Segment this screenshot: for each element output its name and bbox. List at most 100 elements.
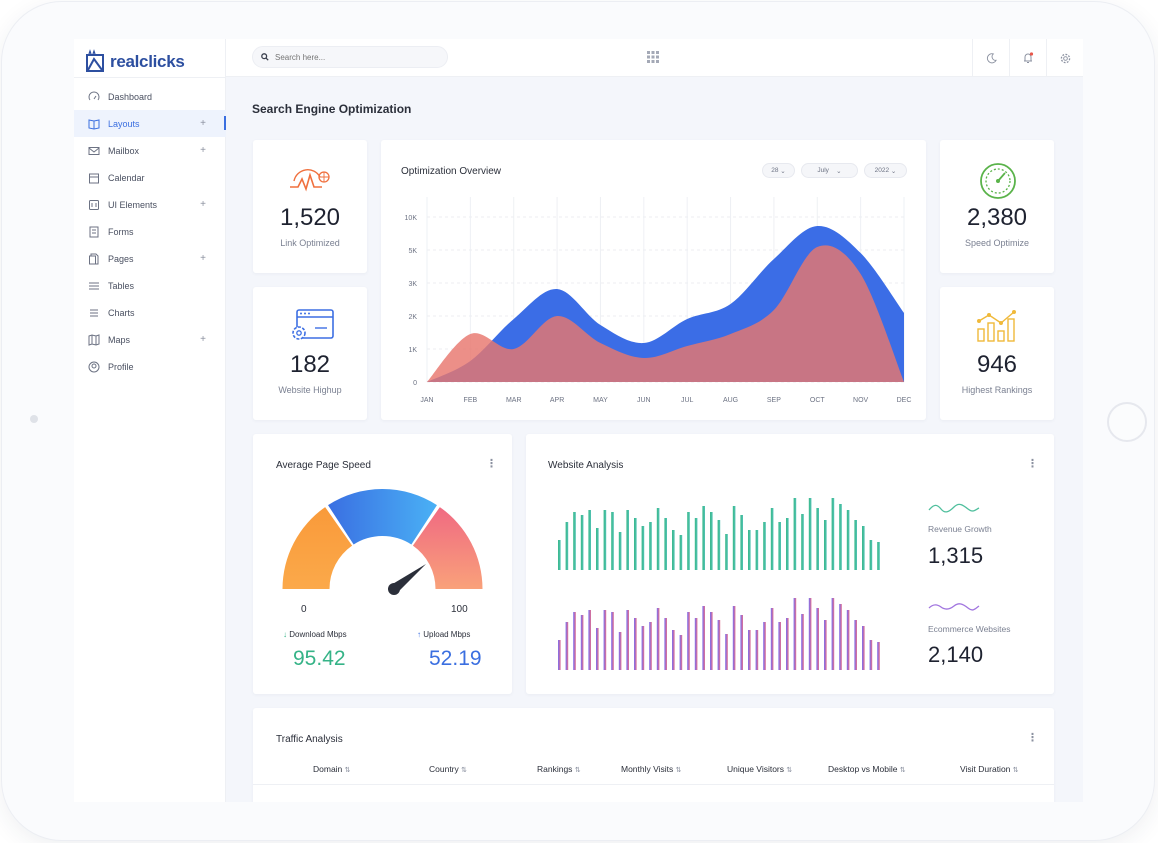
bar: [656, 608, 660, 670]
sidebar-item-pages[interactable]: Pages +: [74, 245, 226, 272]
website-highup-label: Website Highup: [278, 385, 342, 395]
x-tick-label: DEC: [897, 397, 912, 404]
arrow-up-icon: ↑: [417, 630, 421, 639]
search-box[interactable]: [252, 46, 448, 68]
column-header-domain[interactable]: Domain ⇅: [313, 764, 351, 774]
bar: [854, 520, 857, 570]
sidebar-item-tables[interactable]: Tables: [74, 272, 226, 299]
rankings-chart-icon: [977, 310, 1016, 342]
bar: [641, 526, 645, 570]
bar: [679, 535, 683, 570]
bar: [611, 512, 614, 570]
y-tick-label: 5K: [408, 248, 417, 255]
speed-gauge: [282, 489, 483, 595]
search-input[interactable]: [275, 52, 435, 62]
column-header-label: Monthly Visits: [621, 764, 674, 774]
bar: [839, 504, 842, 570]
expand-plus-icon[interactable]: +: [200, 199, 206, 210]
apps-grid-icon[interactable]: [647, 51, 659, 63]
bar: [846, 510, 850, 570]
sidebar-item-label: Forms: [108, 226, 134, 237]
more-options-icon[interactable]: ⋮: [486, 458, 497, 470]
sidebar-item-profile[interactable]: Profile: [74, 353, 226, 380]
sidebar-item-dashboard[interactable]: Dashboard: [74, 83, 226, 110]
column-header-rankings[interactable]: Rankings ⇅: [537, 764, 581, 774]
device-camera: [30, 415, 38, 423]
bar: [824, 520, 827, 570]
notifications-button[interactable]: [1009, 39, 1046, 77]
column-header-desktop-vs-mobile[interactable]: Desktop vs Mobile ⇅: [828, 764, 906, 774]
x-tick-label: MAR: [506, 397, 522, 404]
sidebar-item-calendar[interactable]: Calendar: [74, 164, 226, 191]
traffic-analysis-card: Traffic Analysis ⋮ Domain ⇅ Country ⇅ Rank…: [253, 708, 1054, 802]
bar: [854, 620, 857, 670]
brand[interactable]: realclicks: [86, 47, 185, 77]
sidebar-item-label: Profile: [108, 361, 134, 372]
revenue-sparkline: [928, 503, 980, 513]
ui-icon: [88, 199, 100, 211]
gauge-min-label: 0: [301, 604, 307, 615]
dark-mode-button[interactable]: [972, 39, 1009, 77]
bar: [672, 530, 675, 570]
bar: [846, 610, 850, 670]
bar: [801, 614, 804, 670]
sidebar-item-forms[interactable]: Forms: [74, 218, 226, 245]
chevron-down-icon: ⌄: [780, 167, 786, 175]
bar: [634, 518, 637, 570]
brand-name: realclicks: [110, 52, 185, 71]
x-tick-label: JUN: [637, 397, 651, 404]
upload-label-text: Upload Mbps: [423, 630, 471, 639]
more-options-icon[interactable]: ⋮: [1027, 732, 1038, 744]
column-header-unique-visitors[interactable]: Unique Visitors ⇅: [727, 764, 792, 774]
sidebar-item-ui-elements[interactable]: UI Elements +: [74, 191, 226, 218]
bar: [740, 615, 743, 670]
year-select[interactable]: 2022 ⌄: [864, 163, 907, 178]
expand-plus-icon[interactable]: +: [200, 334, 206, 345]
device-home-button[interactable]: [1107, 402, 1147, 442]
bar: [656, 508, 660, 570]
column-header-label: Rankings: [537, 764, 573, 774]
column-header-label: Unique Visitors: [727, 764, 785, 774]
map-icon: [88, 333, 100, 346]
month-select[interactable]: July ⌄: [801, 163, 858, 178]
optimization-overview-chart: JAN FEB MAR APR MAY JUN JUL AUG SEP OCT NOV DEC 0 1K 2…: [405, 197, 912, 404]
bar: [793, 598, 797, 670]
expand-plus-icon[interactable]: +: [200, 253, 206, 264]
browser-gear-icon: [292, 309, 334, 340]
more-options-icon[interactable]: ⋮: [1027, 458, 1038, 470]
bar: [862, 526, 865, 570]
bar: [717, 520, 721, 570]
revenue-growth-value: 1,315: [928, 543, 984, 568]
sidebar-item-maps[interactable]: Maps +: [74, 326, 226, 353]
settings-button[interactable]: [1046, 39, 1083, 77]
day-select[interactable]: 28 ⌄: [762, 163, 795, 178]
x-tick-label: NOV: [853, 397, 869, 404]
sort-icon: ⇅: [675, 767, 682, 774]
book-icon: [88, 118, 100, 130]
bar: [778, 622, 781, 670]
x-tick-label: FEB: [464, 397, 478, 404]
link-optimized-value: 1,520: [279, 204, 341, 231]
year-select-value: 2022: [874, 167, 890, 174]
column-header-monthly-visits[interactable]: Monthly Visits ⇅: [621, 764, 682, 774]
bar: [808, 498, 812, 570]
optimization-overview-card: Optimization Overview 28 ⌄ July ⌄ 2022 ⌄…: [381, 140, 926, 420]
bar: [831, 498, 835, 570]
speed-optimize-value: 2,380: [966, 204, 1028, 231]
expand-plus-icon[interactable]: +: [200, 118, 206, 129]
revenue-bar-chart: [558, 498, 880, 570]
bar: [710, 612, 713, 670]
dashboard-icon: [88, 91, 100, 103]
sidebar-item-mailbox[interactable]: Mailbox +: [74, 137, 226, 164]
sidebar-item-charts[interactable]: Charts: [74, 299, 226, 326]
column-header-country[interactable]: Country ⇅: [429, 764, 467, 774]
sidebar-item-layouts[interactable]: Layouts +: [74, 110, 226, 137]
bar: [611, 612, 614, 670]
column-header-visit-duration[interactable]: Visit Duration ⇅: [960, 764, 1019, 774]
bar: [580, 515, 584, 570]
bar: [869, 640, 873, 670]
column-header-label: Desktop vs Mobile: [828, 764, 898, 774]
sort-icon: ⇅: [786, 767, 793, 774]
expand-plus-icon[interactable]: +: [200, 145, 206, 156]
bar: [732, 506, 736, 570]
